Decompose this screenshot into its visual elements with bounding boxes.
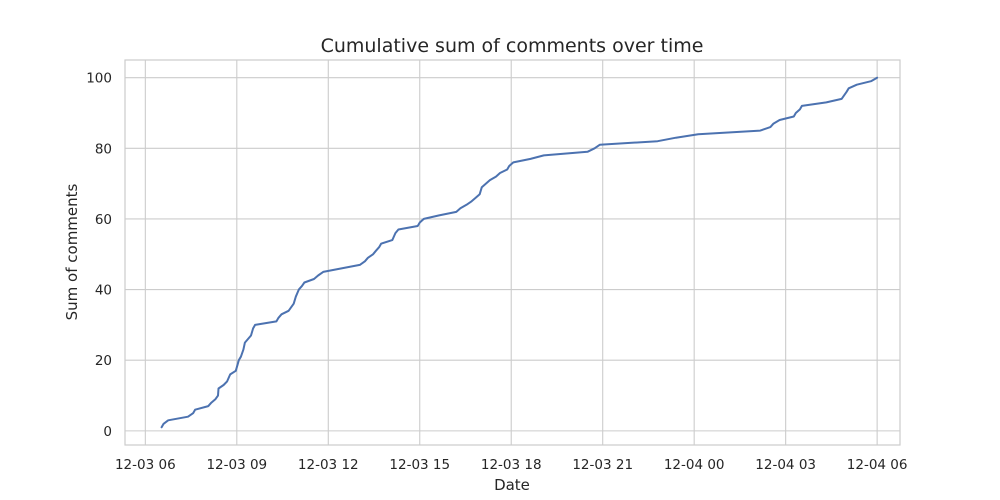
x-tick-label: 12-03 18: [481, 457, 542, 473]
cumulative-comments-line: [160, 76, 879, 429]
x-tick-label: 12-03 21: [572, 457, 633, 473]
y-tick-label: 20: [95, 353, 112, 369]
x-tick-label: 12-03 06: [115, 457, 176, 473]
x-tick-label: 12-04 03: [755, 457, 816, 473]
x-tick-label: 12-04 00: [664, 457, 725, 473]
y-tick-label: 80: [95, 141, 112, 157]
y-tick-label: 40: [95, 283, 112, 299]
y-tick-labels: 0 20 40 60 80 100: [86, 71, 112, 440]
y-axis-label: Sum of comments: [63, 183, 81, 320]
x-tick-labels: 12-03 06 12-03 09 12-03 12 12-03 15 12-03 18…: [115, 457, 908, 473]
x-tick-label: 12-03 12: [298, 457, 359, 473]
plot-frame: [124, 59, 901, 446]
x-axis-label: Date: [494, 476, 530, 494]
x-tick-label: 12-03 15: [389, 457, 450, 473]
x-tick-label: 12-03 09: [206, 457, 267, 473]
y-tick-label: 100: [86, 71, 112, 87]
gridlines: [125, 60, 900, 445]
y-tick-label: 60: [95, 212, 112, 228]
series-layer: [160, 76, 879, 429]
chart-title: Cumulative sum of comments over time: [321, 35, 704, 57]
y-tick-label: 0: [103, 424, 112, 440]
x-tick-label: 12-04 06: [847, 457, 908, 473]
